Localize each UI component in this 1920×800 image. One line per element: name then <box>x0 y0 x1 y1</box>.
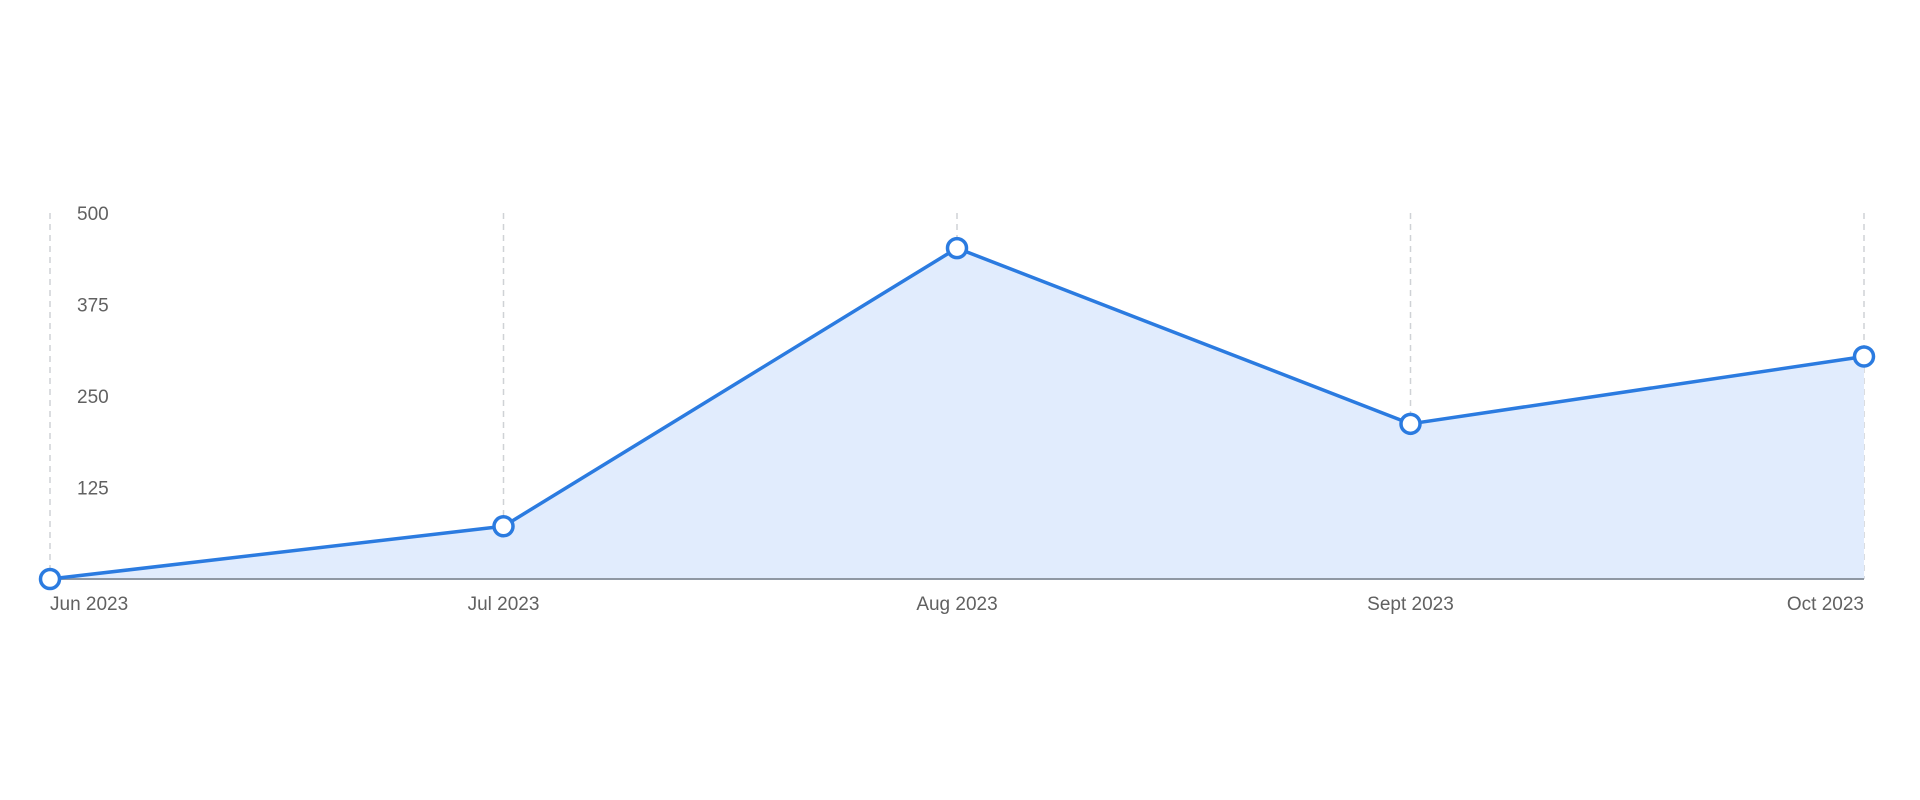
y-tick-label-125: 125 <box>77 479 109 500</box>
y-axis-ticks: 125 250 375 500 <box>77 204 109 500</box>
x-tick-label-sept-2023: Sept 2023 <box>1367 594 1454 615</box>
data-point-jul-2023[interactable] <box>492 515 515 538</box>
data-point-oct-2023[interactable] <box>1852 345 1876 368</box>
x-tick-label-jul-2023: Jul 2023 <box>468 594 540 615</box>
data-point-aug-2023[interactable] <box>945 236 969 260</box>
data-point-sept-2023[interactable] <box>1399 412 1422 436</box>
point-layer[interactable] <box>38 236 1876 591</box>
series-area <box>50 248 1864 580</box>
data-point-jun-2023[interactable] <box>38 567 62 591</box>
x-axis-ticks: Jun 2023 Jul 2023 Aug 2023 Sept 2023 Oct 202… <box>50 594 1864 615</box>
x-tick-label-oct-2023: Oct 2023 <box>1787 594 1864 615</box>
y-tick-label-375: 375 <box>77 296 109 317</box>
x-tick-label-jun-2023: Jun 2023 <box>50 594 128 615</box>
y-tick-label-250: 250 <box>77 387 109 408</box>
y-tick-label-500: 500 <box>77 204 109 225</box>
area-layer <box>50 248 1864 580</box>
x-tick-label-aug-2023: Aug 2023 <box>916 594 997 615</box>
